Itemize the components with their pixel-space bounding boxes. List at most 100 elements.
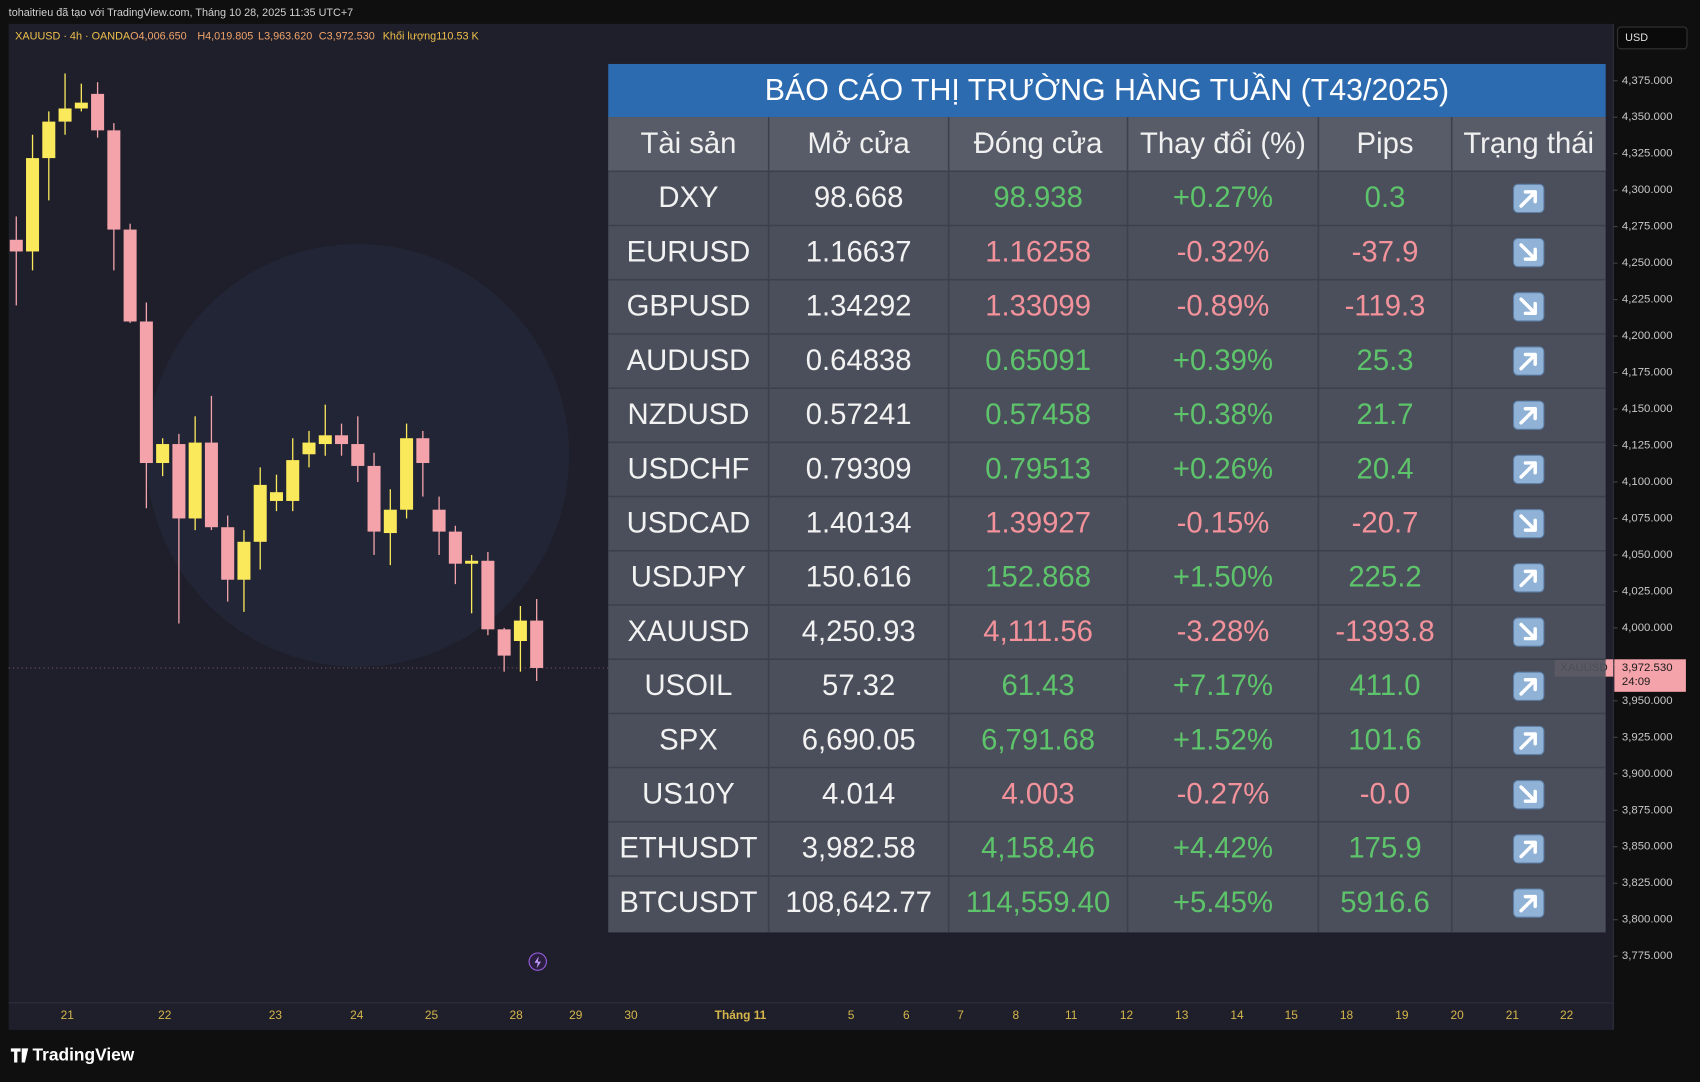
report-table: BÁO CÁO THỊ TRƯỜNG HÀNG TUẦN (T43/2025) T… xyxy=(608,63,1606,933)
price-label: 4,200.000 xyxy=(1622,330,1673,342)
column-header: Tài sản xyxy=(640,128,736,160)
candle-body xyxy=(416,438,430,464)
currency[interactable]: USD xyxy=(1625,32,1648,44)
price-label: 4,000.000 xyxy=(1622,622,1673,634)
table-cell: 150.616 xyxy=(806,562,912,594)
candle-body xyxy=(188,442,202,519)
volume: Khối lượng110.53 K xyxy=(383,31,480,43)
candle-body xyxy=(432,509,446,532)
table-cell: 0.57458 xyxy=(985,399,1091,431)
table-cell: SPX xyxy=(659,724,718,756)
table-cell: BTCUSDT xyxy=(619,887,757,919)
time-label: 13 xyxy=(1175,1008,1189,1022)
candle-body xyxy=(481,560,495,630)
status-arrow xyxy=(1519,406,1537,425)
candle-body xyxy=(286,460,300,501)
table-cell: 4.014 xyxy=(822,779,895,811)
price-label: 4,250.000 xyxy=(1622,257,1673,269)
column-header: Đóng cửa xyxy=(974,128,1103,160)
status-arrow xyxy=(1519,732,1537,750)
status-arrow xyxy=(1519,461,1537,479)
table-cell: 61.43 xyxy=(1001,670,1074,702)
candle-body xyxy=(351,444,365,466)
status-arrow xyxy=(1519,569,1537,588)
table-cell: 1.16258 xyxy=(985,236,1091,268)
table-cell: USDJPY xyxy=(631,562,746,594)
table-cell: +7.17% xyxy=(1173,670,1273,702)
candle-body xyxy=(530,620,544,668)
table-cell: -0.27% xyxy=(1177,779,1270,811)
candle-body xyxy=(123,229,137,322)
candle-body xyxy=(400,438,414,510)
candle-body xyxy=(221,527,235,580)
table-cell: 175.9 xyxy=(1348,833,1421,865)
table-cell: NZDUSD xyxy=(627,399,749,431)
candle-body xyxy=(383,509,397,534)
table-cell: 98.668 xyxy=(814,182,904,214)
brand: TradingView xyxy=(33,1045,135,1065)
time-label: 30 xyxy=(624,1008,638,1022)
time-label: 21 xyxy=(61,1008,75,1022)
table-cell: +5.45% xyxy=(1173,887,1273,919)
price-label: 4,025.000 xyxy=(1622,585,1673,597)
table-cell: 1.34292 xyxy=(806,291,912,323)
table-cell: 57.32 xyxy=(822,670,895,702)
event-bolt xyxy=(534,956,542,969)
candle-body xyxy=(335,435,349,445)
price-label: 4,325.000 xyxy=(1622,148,1673,160)
table-cell: +0.26% xyxy=(1173,453,1273,485)
table-cell: 0.64838 xyxy=(806,345,912,377)
candle-body xyxy=(139,321,153,464)
table-cell: USOIL xyxy=(645,670,733,702)
price-label: 4,375.000 xyxy=(1622,75,1673,87)
table-cell: -3.28% xyxy=(1177,616,1270,648)
table-cell: -1393.8 xyxy=(1335,616,1434,648)
price-label: 4,050.000 xyxy=(1622,549,1673,561)
table-cell: GBPUSD xyxy=(627,291,751,323)
time-label: 21 xyxy=(1506,1008,1520,1022)
price-label: 3,775.000 xyxy=(1622,950,1673,962)
time-label: 22 xyxy=(1560,1008,1574,1022)
column-header: Thay đổi (%) xyxy=(1140,128,1306,160)
credit: tohaitrieu đã tạo với TradingView.com, T… xyxy=(9,7,354,19)
table-body xyxy=(608,117,1606,933)
price-label: 3,950.000 xyxy=(1622,695,1673,707)
price-label: 3,825.000 xyxy=(1622,877,1673,889)
table-cell: 108,642.77 xyxy=(785,887,931,919)
status-arrow xyxy=(1519,352,1537,371)
ohlc-close: C3,972.530 xyxy=(319,31,375,43)
candle-body xyxy=(269,492,283,501)
ohlc-open: O4,006.650 xyxy=(130,31,187,43)
table-title-bar xyxy=(608,63,1606,118)
status-arrow xyxy=(1519,785,1537,803)
table-cell: 20.4 xyxy=(1357,453,1414,485)
table-cell: 152.868 xyxy=(985,562,1091,594)
column-header: Mở cửa xyxy=(808,128,911,160)
table-title: BÁO CÁO THỊ TRƯỜNG HÀNG TUẦN (T43/2025) xyxy=(765,73,1449,107)
candle-body xyxy=(74,102,88,109)
countdown: 24:09 xyxy=(1622,676,1650,688)
table-cell: 6,690.05 xyxy=(802,724,916,756)
candle-body xyxy=(9,239,23,252)
table-cell: 5916.6 xyxy=(1340,887,1430,919)
column-header: Pips xyxy=(1357,128,1414,160)
price-label: 4,275.000 xyxy=(1622,221,1673,233)
ohlc-low: L3,963.620 xyxy=(258,31,312,43)
candle-body xyxy=(107,130,121,230)
time-label: 19 xyxy=(1395,1008,1409,1022)
price-label: 3,800.000 xyxy=(1622,914,1673,926)
price-label: 4,300.000 xyxy=(1622,184,1673,196)
table-cell: ETHUSDT xyxy=(619,833,757,865)
candle-body xyxy=(302,442,316,455)
last-price: 3,972.530 xyxy=(1622,662,1673,674)
time-label: 20 xyxy=(1451,1008,1465,1022)
table-cell: -37.9 xyxy=(1352,236,1419,268)
status-arrow xyxy=(1519,678,1537,696)
table-cell: 4,158.46 xyxy=(981,833,1095,865)
table-cell: USDCAD xyxy=(627,507,751,539)
table-cell: 98.938 xyxy=(993,182,1083,214)
status-arrow xyxy=(1519,297,1537,316)
table-cell: 25.3 xyxy=(1357,345,1414,377)
currency-box[interactable] xyxy=(1617,26,1688,50)
